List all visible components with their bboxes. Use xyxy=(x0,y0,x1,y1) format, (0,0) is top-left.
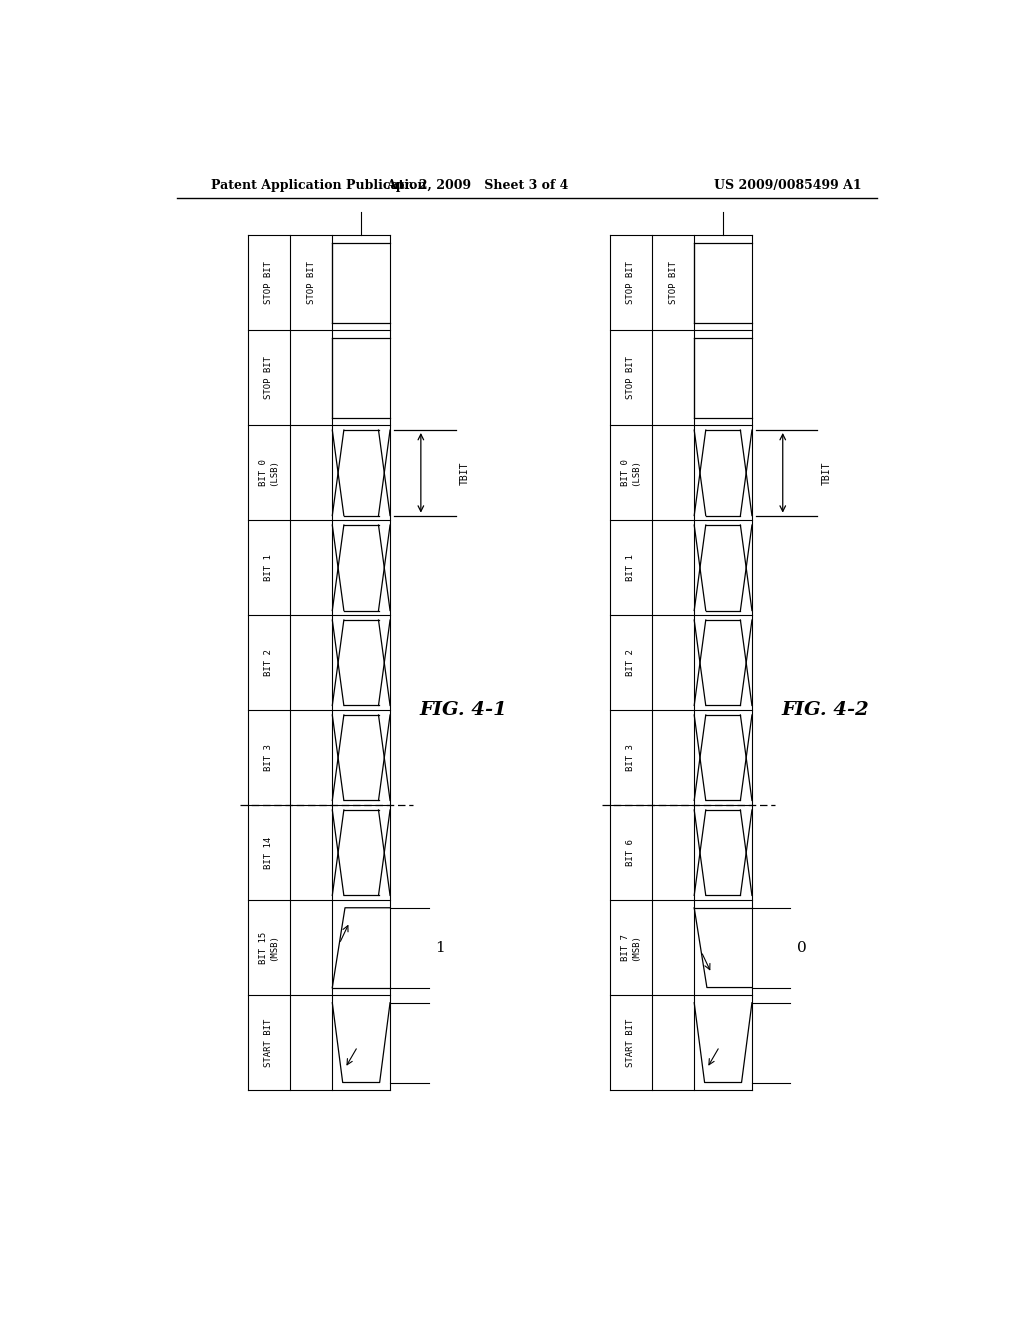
Text: TBIT: TBIT xyxy=(821,461,831,484)
Text: BIT 1: BIT 1 xyxy=(626,554,635,581)
Text: BIT 14: BIT 14 xyxy=(264,837,273,869)
Text: BIT 7
(MSB): BIT 7 (MSB) xyxy=(621,935,640,961)
Text: BIT 2: BIT 2 xyxy=(264,649,273,676)
Text: START BIT: START BIT xyxy=(264,1019,273,1067)
Text: US 2009/0085499 A1: US 2009/0085499 A1 xyxy=(715,178,862,191)
Text: FIG. 4-2: FIG. 4-2 xyxy=(781,701,869,719)
Text: BIT 1: BIT 1 xyxy=(264,554,273,581)
Text: BIT 3: BIT 3 xyxy=(626,744,635,771)
Text: STOP BIT: STOP BIT xyxy=(264,261,273,305)
Text: STOP BIT: STOP BIT xyxy=(264,356,273,400)
Text: STOP BIT: STOP BIT xyxy=(669,261,678,305)
Text: Apr. 2, 2009   Sheet 3 of 4: Apr. 2, 2009 Sheet 3 of 4 xyxy=(386,178,568,191)
Text: BIT 15
(MSB): BIT 15 (MSB) xyxy=(259,932,279,964)
Text: TBIT: TBIT xyxy=(460,461,469,484)
Text: 0: 0 xyxy=(797,941,807,954)
Text: STOP BIT: STOP BIT xyxy=(626,356,635,400)
Text: BIT 2: BIT 2 xyxy=(626,649,635,676)
Text: 1: 1 xyxy=(435,941,445,954)
Text: START BIT: START BIT xyxy=(626,1019,635,1067)
Text: BIT 6: BIT 6 xyxy=(626,840,635,866)
Text: BIT 3: BIT 3 xyxy=(264,744,273,771)
Text: BIT 0
(LSB): BIT 0 (LSB) xyxy=(621,459,640,486)
Text: BIT 0
(LSB): BIT 0 (LSB) xyxy=(259,459,279,486)
Text: Patent Application Publication: Patent Application Publication xyxy=(211,178,427,191)
Text: STOP BIT: STOP BIT xyxy=(306,261,315,305)
Text: STOP BIT: STOP BIT xyxy=(626,261,635,305)
Text: FIG. 4-1: FIG. 4-1 xyxy=(419,701,507,719)
